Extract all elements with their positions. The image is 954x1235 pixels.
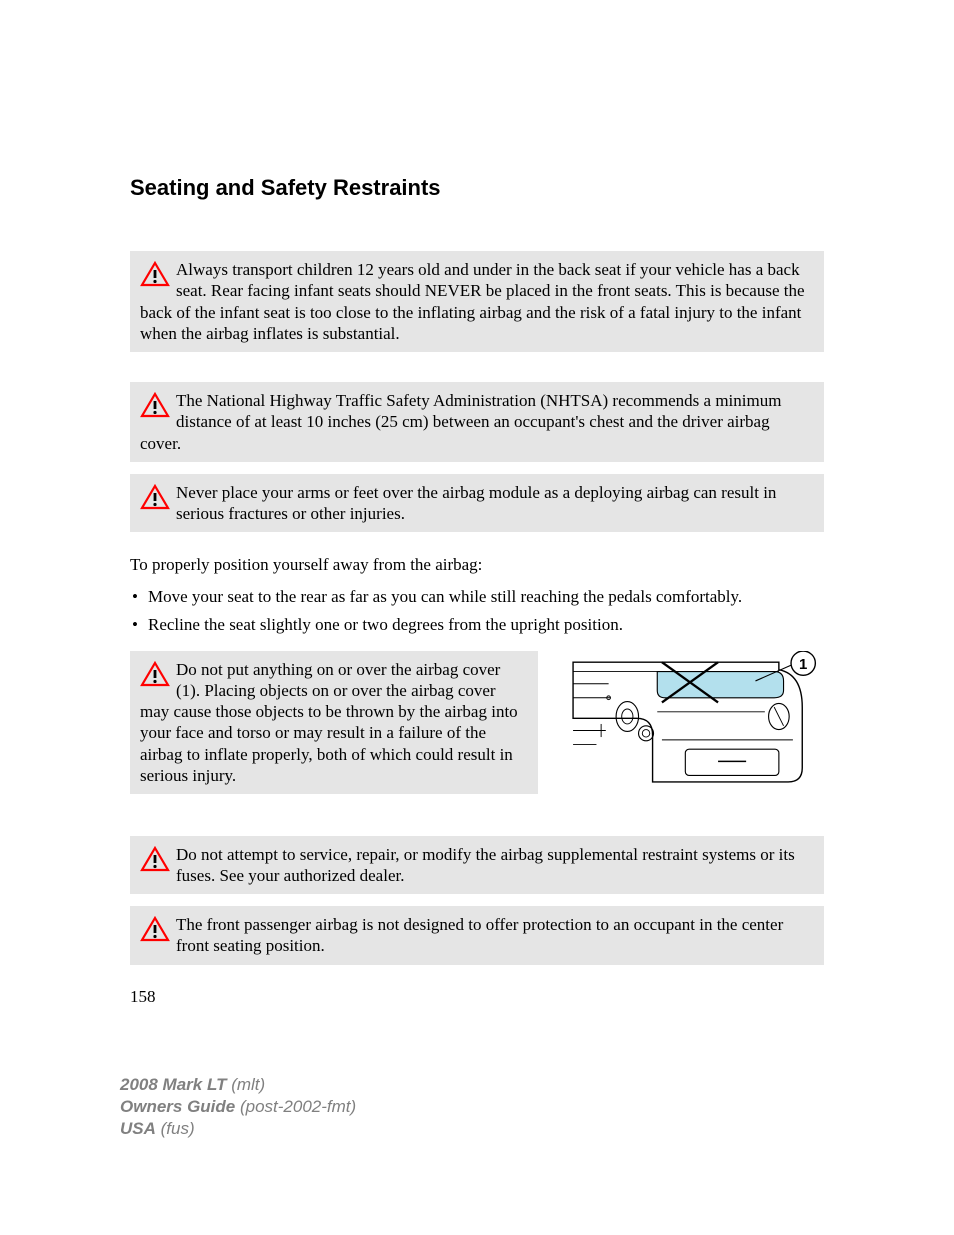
warning-triangle-icon [140,661,170,687]
page-number: 158 [130,987,824,1007]
bullet-item: Recline the seat slightly one or two deg… [130,614,824,636]
footer-model: 2008 Mark LT [120,1075,226,1094]
warning-triangle-icon [140,484,170,510]
warning-text-5: Do not attempt to service, repair, or mo… [176,845,795,885]
warning-block-1: Always transport children 12 years old a… [130,251,824,352]
warning-text-6: The front passenger airbag is not design… [176,915,783,955]
figure-callout-label: 1 [799,655,807,672]
footer-model-code: (mlt) [226,1075,265,1094]
warning-triangle-icon [140,916,170,942]
footer-block: 2008 Mark LT (mlt) Owners Guide (post-20… [120,1074,356,1140]
footer-guide: Owners Guide [120,1097,235,1116]
dashboard-figure: 1 [556,651,824,796]
warning-text-2: The National Highway Traffic Safety Admi… [140,391,781,453]
warning-block-6: The front passenger airbag is not design… [130,906,824,965]
warning-triangle-icon [140,261,170,287]
bullet-list: Move your seat to the rear as far as you… [130,586,824,636]
warning-block-4: Do not put anything on or over the airba… [130,651,538,795]
warning-block-3: Never place your arms or feet over the a… [130,474,824,533]
warning-text-1: Always transport children 12 years old a… [140,260,805,343]
warning-triangle-icon [140,392,170,418]
warning-text-3: Never place your arms or feet over the a… [176,483,776,523]
warning-block-2: The National Highway Traffic Safety Admi… [130,382,824,462]
warning-block-5: Do not attempt to service, repair, or mo… [130,836,824,895]
warning-triangle-icon [140,846,170,872]
warning-text-4: Do not put anything on or over the airba… [140,660,518,785]
body-paragraph: To properly position yourself away from … [130,554,824,576]
footer-guide-code: (post-2002-fmt) [235,1097,356,1116]
section-title: Seating and Safety Restraints [130,175,824,201]
footer-region: USA [120,1119,156,1138]
footer-region-code: (fus) [156,1119,195,1138]
bullet-item: Move your seat to the rear as far as you… [130,586,824,608]
